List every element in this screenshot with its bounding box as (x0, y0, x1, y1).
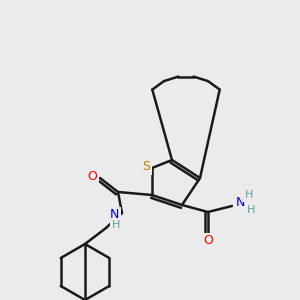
Text: H: H (112, 220, 120, 230)
Text: O: O (87, 169, 97, 182)
Text: H: H (245, 190, 253, 200)
Text: N: N (109, 208, 119, 221)
Text: H: H (247, 205, 255, 215)
Text: N: N (235, 196, 245, 209)
Text: S: S (142, 160, 150, 173)
Text: O: O (203, 235, 213, 248)
